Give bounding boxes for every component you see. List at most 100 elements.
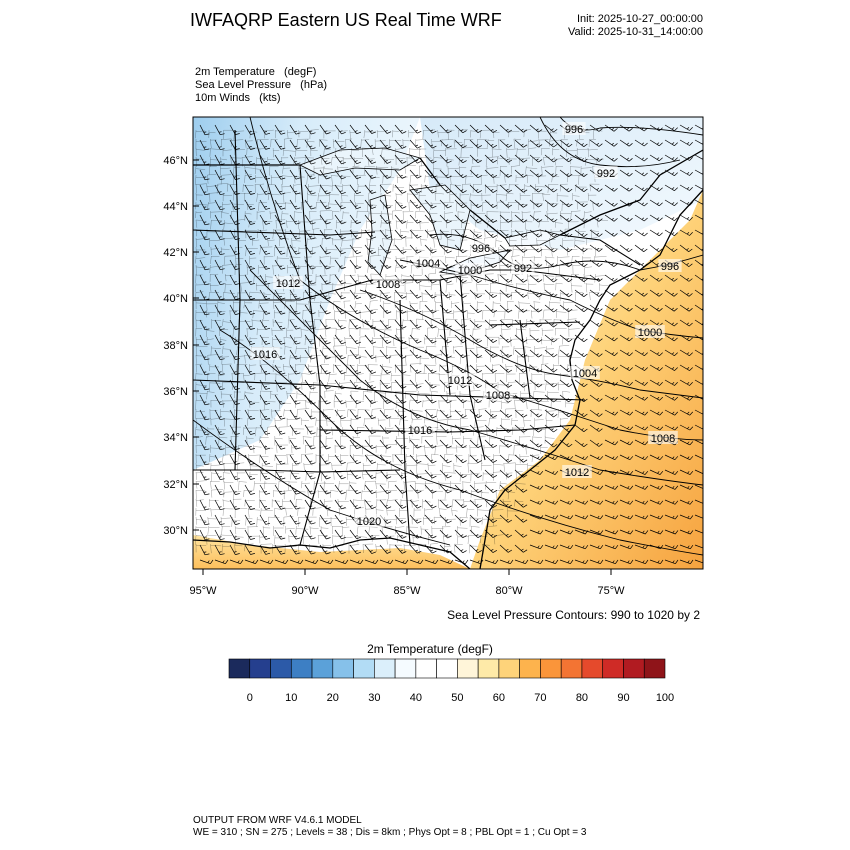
colorbar-tick-label: 70 xyxy=(534,692,546,704)
colorbar-swatch xyxy=(623,658,645,679)
pressure-label: 996 xyxy=(661,261,679,273)
colorbar-title: 2m Temperature (degF) xyxy=(367,642,493,656)
cool-region-northeast xyxy=(420,117,703,250)
lat-label: 30°N xyxy=(163,525,188,537)
temperature-colorbar xyxy=(228,658,666,679)
pressure-label: 1012 xyxy=(276,278,300,290)
county-line xyxy=(195,228,599,239)
page-title: IWFAQRP Eastern US Real Time WRF xyxy=(190,10,502,30)
lat-label: 34°N xyxy=(163,432,188,444)
colorbar-swatch xyxy=(581,658,604,679)
colorbar-swatch xyxy=(270,658,292,679)
init-time: Init: 2025-10-27_00:00:00 xyxy=(577,13,703,25)
colorbar-swatch xyxy=(415,658,437,679)
pressure-label: 992 xyxy=(514,263,532,275)
longitude-axis: 95°W 90°W 85°W 80°W 75°W xyxy=(189,585,625,597)
county-line xyxy=(195,192,597,203)
field-pressure: Sea Level Pressure (hPa) xyxy=(195,79,328,91)
lon-label: 95°W xyxy=(189,585,217,597)
pressure-label: 1020 xyxy=(357,516,381,528)
pressure-label-box xyxy=(273,276,303,289)
pressure-label-box xyxy=(413,256,443,269)
pressure-label: 1008 xyxy=(486,390,510,402)
pressure-label-box xyxy=(373,277,403,290)
county-line xyxy=(195,543,490,555)
pressure-label: 1004 xyxy=(573,368,597,380)
county-line xyxy=(194,165,605,176)
map-frame xyxy=(192,116,704,570)
pressure-label-box xyxy=(562,465,592,478)
pressure-label: 1008 xyxy=(651,433,675,445)
colorbar-swatch xyxy=(560,658,583,679)
field-list: 2m Temperature (degF) Sea Level Pressure… xyxy=(195,66,327,105)
colorbar-swatch xyxy=(332,658,354,679)
colorbar-swatch xyxy=(436,658,458,679)
pressure-label-box xyxy=(469,241,493,254)
lat-label: 38°N xyxy=(163,340,188,352)
colorbar-tick-label: 100 xyxy=(656,692,674,704)
lat-label: 42°N xyxy=(163,247,188,259)
lat-label: 36°N xyxy=(163,386,188,398)
colorbar-swatch xyxy=(477,658,500,679)
colorbar-swatch xyxy=(394,658,417,679)
pressure-label: 992 xyxy=(597,168,615,180)
lat-label: 32°N xyxy=(163,479,188,491)
pressure-label-box xyxy=(354,514,384,527)
time-info: Init: 2025-10-27_00:00:00 Valid: 2025-10… xyxy=(520,13,703,39)
lake-superior xyxy=(299,147,421,176)
pressure-label: 1008 xyxy=(376,279,400,291)
county-line xyxy=(195,218,609,231)
footer-config: WE = 310 ; SN = 275 ; Levels = 38 ; Dis … xyxy=(193,827,587,838)
colorbar-swatch xyxy=(249,658,271,679)
pressure-label-box xyxy=(511,261,535,274)
latitude-ticks xyxy=(193,159,612,575)
colorbar-swatch xyxy=(498,658,520,679)
gulf-coastline xyxy=(193,537,471,569)
colorbar-tick-label: 30 xyxy=(368,692,380,704)
county-line xyxy=(195,480,526,491)
colorbar-tick-label: 60 xyxy=(493,692,505,704)
county-line xyxy=(195,147,598,159)
county-line xyxy=(195,399,575,410)
colorbar-swatch xyxy=(602,658,624,679)
county-line xyxy=(195,309,578,321)
valid-time: Valid: 2025-10-31_14:00:00 xyxy=(568,26,703,38)
lon-label: 80°W xyxy=(495,585,523,597)
county-line xyxy=(195,435,555,446)
model-footer: OUTPUT FROM WRF V4.6.1 MODEL WE = 310 ; … xyxy=(193,815,586,839)
lat-label: 44°N xyxy=(163,201,188,213)
map-plot-area: 996 992 996 1004 1000 992 1012 1008 996 1000 1016 1… xyxy=(193,117,703,569)
pressure-labels: 996 992 996 1004 1000 992 1012 1008 996 1000 1016 1… xyxy=(250,122,682,528)
wind-barbs xyxy=(199,124,703,565)
pressure-label: 1000 xyxy=(638,327,662,339)
colorbar-swatch xyxy=(540,658,562,679)
county-line xyxy=(195,237,598,248)
county-line xyxy=(195,183,600,195)
pressure-label-box xyxy=(594,166,618,179)
county-line xyxy=(195,443,548,456)
field-winds: 10m Winds (kts) xyxy=(195,92,281,104)
colorbar-tick-label: 50 xyxy=(451,692,463,704)
pressure-label-box xyxy=(250,347,280,360)
colorbar-swatch xyxy=(643,658,666,679)
colorbar-tick-label: 0 xyxy=(247,692,253,704)
pressure-label: 1016 xyxy=(408,425,432,437)
lon-label: 90°W xyxy=(291,585,319,597)
colorbar-tick-label: 90 xyxy=(617,692,629,704)
county-line xyxy=(195,246,602,257)
county-line xyxy=(195,318,577,330)
lat-label: 46°N xyxy=(163,155,188,167)
pressure-label-box xyxy=(455,263,485,276)
colorbar-ticks: 0 10 20 30 40 50 60 70 80 90 100 xyxy=(247,692,674,704)
pressure-label: 1012 xyxy=(565,467,589,479)
latitude-axis: 46°N 44°N 42°N 40°N 38°N 36°N 34°N 32°N … xyxy=(163,155,188,537)
pressure-label-box xyxy=(483,388,513,401)
colorbar-swatch xyxy=(374,658,396,679)
footer-model: OUTPUT FROM WRF V4.6.1 MODEL xyxy=(193,815,362,826)
county-line xyxy=(195,300,574,311)
lat-label: 40°N xyxy=(163,293,188,305)
colorbar-swatch xyxy=(311,658,334,679)
pressure-label-box xyxy=(562,122,586,135)
contour-note: Sea Level Pressure Contours: 990 to 1020… xyxy=(447,608,700,622)
